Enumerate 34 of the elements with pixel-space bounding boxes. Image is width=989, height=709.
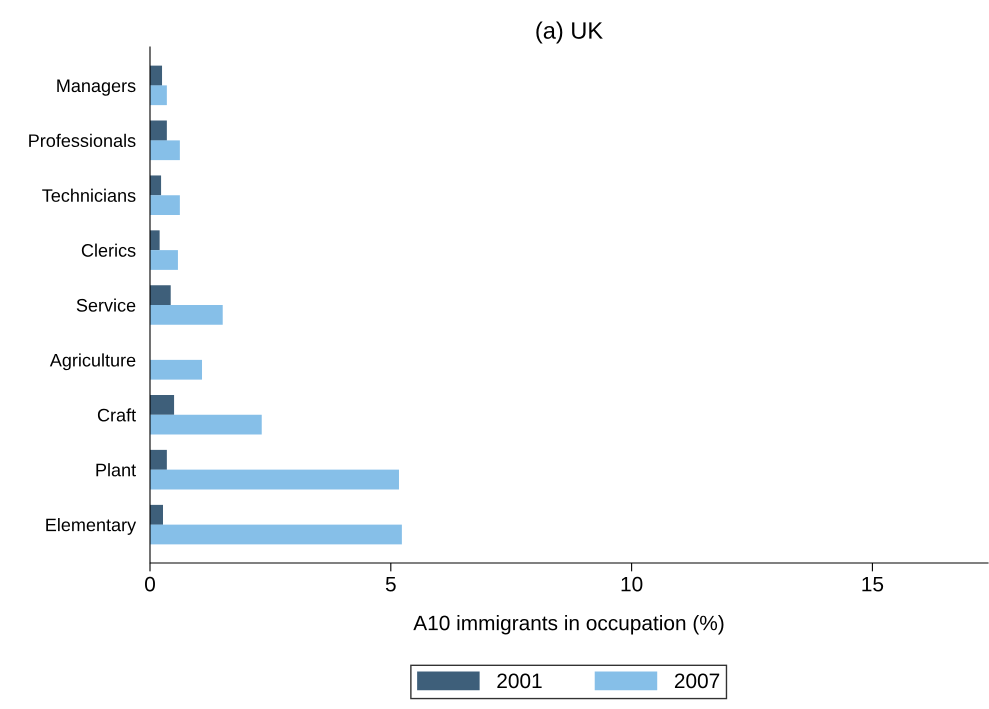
bar <box>150 504 164 525</box>
bar <box>150 120 167 140</box>
legend-label: 2001 <box>497 673 542 688</box>
bar <box>150 524 402 544</box>
y-tick-label: Service <box>76 298 136 312</box>
chart-title: (a) UK <box>536 22 603 44</box>
bar <box>150 250 178 270</box>
y-tick-label: Managers <box>57 80 136 96</box>
y-tick-label: Agriculture <box>50 353 136 370</box>
bar <box>150 85 167 106</box>
bar <box>150 195 180 215</box>
bar <box>150 305 223 325</box>
x-tick-label: 15 <box>862 576 884 592</box>
bar <box>150 285 171 305</box>
y-tick-label: Clerics <box>82 244 136 257</box>
bar <box>150 450 167 470</box>
y-tick-label: Elementary <box>46 518 136 535</box>
bar <box>150 230 160 250</box>
y-tick-label: Plant <box>96 463 136 476</box>
y-tick-label: Professionals <box>29 134 136 148</box>
legend-label: 2007 <box>674 673 720 688</box>
x-tick-label: 5 <box>386 576 396 592</box>
x-tick-label: 10 <box>622 576 642 592</box>
bar <box>150 414 262 435</box>
x-axis-title: A10 immigrants in occupation (%) <box>413 615 724 634</box>
x-tick-label: 0 <box>145 576 155 592</box>
y-tick-label: Technicians <box>42 188 136 202</box>
bar <box>150 360 202 380</box>
y-tick-label: Craft <box>98 408 136 422</box>
bar <box>150 175 162 196</box>
bar <box>150 66 162 86</box>
bar <box>150 395 174 415</box>
bar <box>150 470 399 490</box>
bar <box>150 140 180 160</box>
